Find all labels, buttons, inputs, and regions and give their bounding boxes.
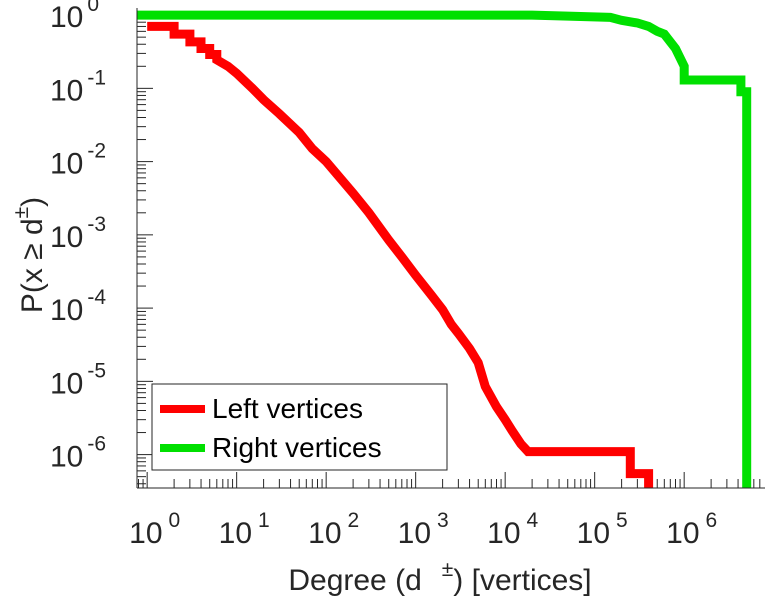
legend: Left vertices Right vertices <box>151 383 448 471</box>
y-tick-label: 10 -6 <box>50 433 106 474</box>
x-tick-base: 10 <box>308 517 341 550</box>
axis-box <box>136 8 765 489</box>
x-tick-labels: 10 0 10 1 10 2 10 3 10 4 10 5 10 6 <box>129 509 717 550</box>
x-tick-exp: 3 <box>437 509 449 532</box>
y-tick-label: 10 -2 <box>50 140 106 181</box>
y-axis-label: P(x ≥ d±) <box>10 197 49 313</box>
x-tick-label: 10 5 <box>577 509 628 550</box>
y-axis-label-main: P(x ≥ d <box>16 218 49 313</box>
x-axis-label-sup: ± <box>442 558 454 581</box>
y-tick-exp: -6 <box>87 433 106 456</box>
y-tick-base: 10 <box>50 294 83 327</box>
y-axis-label-sup: ± <box>10 207 33 219</box>
x-tick-label: 10 0 <box>129 509 180 550</box>
x-axis-label-tail: ) [vertices] <box>453 564 591 597</box>
y-tick-label: 10 0 <box>50 0 99 34</box>
x-tick-base: 10 <box>219 517 252 550</box>
x-axis-label: Degree (d ±) [vertices] <box>288 558 591 597</box>
legend-box <box>151 383 448 471</box>
y-tick-label: 10 -4 <box>50 286 106 327</box>
y-tick-exp: -4 <box>87 286 106 309</box>
x-tick-label: 10 2 <box>308 509 359 550</box>
y-tick-base: 10 <box>50 74 83 107</box>
x-tick-exp: 5 <box>616 509 628 532</box>
y-tick-exp: -5 <box>87 359 106 382</box>
y-tick-exp: -3 <box>87 213 106 236</box>
x-tick-label: 10 6 <box>666 509 717 550</box>
x-tick-base: 10 <box>577 517 610 550</box>
minor-ticks <box>137 17 761 488</box>
legend-label-right: Right vertices <box>212 432 382 463</box>
x-tick-label: 10 3 <box>398 509 449 550</box>
series-line-right-vertices <box>137 10 752 488</box>
x-tick-exp: 1 <box>258 509 270 532</box>
x-tick-label: 10 4 <box>487 509 538 550</box>
y-tick-base: 10 <box>50 441 83 474</box>
y-tick-label: 10 -5 <box>50 359 106 400</box>
x-tick-exp: 4 <box>527 509 539 532</box>
y-tick-exp: -1 <box>87 66 106 89</box>
major-ticks <box>137 14 685 488</box>
y-tick-base: 10 <box>50 1 83 34</box>
x-tick-base: 10 <box>666 517 699 550</box>
y-axis-label-tail: ) <box>16 197 49 207</box>
y-tick-label: 10 -3 <box>50 213 106 254</box>
x-axis-label-main: Degree (d <box>288 564 421 597</box>
x-tick-base: 10 <box>487 517 520 550</box>
x-tick-exp: 0 <box>169 509 181 532</box>
x-tick-label: 10 1 <box>219 509 270 550</box>
x-tick-base: 10 <box>398 517 431 550</box>
y-tick-label: 10 -1 <box>50 66 106 107</box>
x-tick-exp: 2 <box>348 509 360 532</box>
y-tick-base: 10 <box>50 148 83 181</box>
y-tick-base: 10 <box>50 367 83 400</box>
legend-label-left: Left vertices <box>212 393 363 424</box>
x-tick-exp: 6 <box>706 509 718 532</box>
series-line-left-vertices <box>147 21 654 488</box>
y-tick-base: 10 <box>50 221 83 254</box>
x-tick-base: 10 <box>129 517 162 550</box>
y-tick-exp: 0 <box>87 0 99 16</box>
series-layer <box>137 10 752 488</box>
y-tick-exp: -2 <box>87 140 106 163</box>
